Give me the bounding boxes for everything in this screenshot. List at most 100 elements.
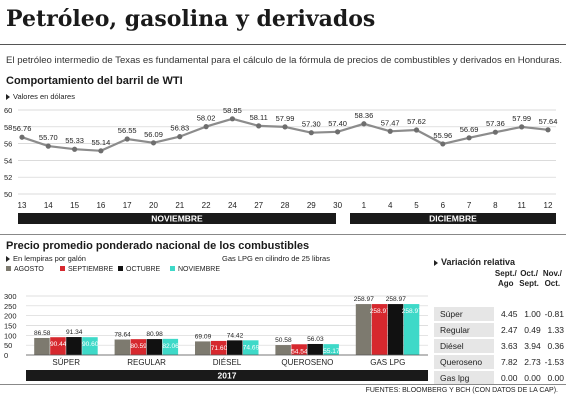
wti-xtick-label: 1 bbox=[362, 201, 367, 210]
wti-xtick-label: 4 bbox=[388, 201, 393, 210]
wti-data-point bbox=[361, 121, 367, 127]
wti-data-label: 57.36 bbox=[486, 119, 505, 128]
fuel-category-label: QUEROSENO bbox=[281, 358, 333, 367]
wti-xtick-label: 27 bbox=[254, 201, 263, 210]
fuel-bar-label: 258.97 bbox=[370, 308, 391, 315]
wti-xtick-label: 24 bbox=[228, 201, 237, 210]
wti-data-label: 58.95 bbox=[223, 106, 242, 115]
footer-divider bbox=[0, 384, 566, 385]
wti-data-point bbox=[45, 143, 51, 149]
variation-row: Súper 4.45 1.00 -0.81 bbox=[434, 307, 564, 321]
wti-xtick-label: 6 bbox=[441, 201, 446, 210]
wti-xtick-label: 16 bbox=[96, 201, 105, 210]
legend-swatch-noviembre bbox=[170, 266, 175, 271]
wti-data-label: 55.14 bbox=[92, 138, 111, 147]
fuel-ytick-label: 0 bbox=[4, 351, 8, 360]
wti-data-label: 57.64 bbox=[539, 117, 558, 126]
wti-data-label: 56.09 bbox=[144, 130, 163, 139]
page-subtitle: El petróleo intermedio de Texas es funda… bbox=[6, 55, 563, 66]
fuel-bar-label: 258.97 bbox=[386, 296, 407, 303]
fuel-unit-note: En lempiras por galón bbox=[6, 254, 86, 263]
legend-swatch-octubre bbox=[118, 266, 123, 271]
fuel-bar bbox=[82, 337, 98, 355]
variation-col-3: Nov./ Oct. bbox=[542, 269, 562, 288]
fuel-category-label: DIÉSEL bbox=[213, 358, 242, 367]
wti-xtick-label: 28 bbox=[281, 201, 290, 210]
wti-heading: Comportamiento del barril de WTI bbox=[6, 75, 183, 87]
wti-xtick-label: 22 bbox=[202, 201, 211, 210]
fuel-bar bbox=[307, 343, 323, 355]
wti-data-point bbox=[308, 130, 314, 136]
legend-label-noviembre: NOVIEMBRE bbox=[178, 266, 220, 273]
wti-data-point bbox=[124, 136, 130, 142]
wti-xtick-label: 5 bbox=[414, 201, 419, 210]
legend-label-septiembre: SEPTIEMBRE bbox=[68, 266, 113, 273]
variation-value: 0.00 bbox=[500, 373, 518, 383]
wti-unit-note: Valores en dólares bbox=[6, 92, 75, 101]
fuel-ytick-label: 100 bbox=[4, 331, 17, 340]
wti-data-point bbox=[203, 124, 209, 130]
legend-swatch-septiembre bbox=[60, 266, 65, 271]
wti-xtick-label: 21 bbox=[175, 201, 184, 210]
fuel-bar-label: 71.60 bbox=[211, 345, 228, 352]
month-band-december bbox=[350, 213, 556, 224]
fuel-bar bbox=[34, 337, 50, 355]
fuel-bar bbox=[387, 304, 404, 355]
fuel-bar bbox=[66, 337, 82, 355]
fuel-bar-label: 69.09 bbox=[195, 333, 212, 340]
wti-ytick-label: 50 bbox=[4, 190, 12, 199]
variation-value: 1.00 bbox=[524, 309, 541, 319]
fuel-ytick-label: 50 bbox=[4, 341, 12, 350]
fuel-bar-label: 258.97 bbox=[402, 308, 423, 315]
wti-data-label: 56.69 bbox=[460, 125, 479, 134]
variation-header-row: Sept./ Ago Oct./ Sept. Nov./ Oct. bbox=[434, 253, 564, 307]
wti-data-label: 56.83 bbox=[170, 124, 189, 133]
fuel-bar-label: 56.03 bbox=[307, 336, 324, 343]
variation-value: 0.00 bbox=[524, 373, 541, 383]
wti-ytick-label: 60 bbox=[4, 106, 12, 115]
variation-value: 7.82 bbox=[500, 357, 518, 367]
wti-data-label: 58.11 bbox=[250, 113, 268, 122]
fuel-bar-label: 82.06 bbox=[162, 343, 179, 350]
year-label: 2017 bbox=[218, 371, 237, 381]
year-band bbox=[26, 370, 428, 381]
wti-data-point bbox=[177, 134, 183, 140]
variation-row: Queroseno 7.82 2.73 -1.53 bbox=[434, 355, 564, 369]
fuel-bar bbox=[146, 339, 163, 355]
fuel-bar-label: 74.42 bbox=[227, 332, 244, 339]
title-divider bbox=[0, 44, 566, 45]
wti-data-label: 57.30 bbox=[302, 120, 321, 129]
variation-col-1: Sept./ Ago bbox=[494, 269, 517, 288]
wti-xtick-label: 13 bbox=[18, 201, 27, 210]
variation-value: 3.94 bbox=[524, 341, 541, 351]
triangle-icon bbox=[434, 259, 438, 266]
fuel-ytick-label: 300 bbox=[4, 292, 17, 301]
wti-xtick-label: 14 bbox=[44, 201, 53, 210]
fuel-bar-label: 78.64 bbox=[114, 332, 131, 339]
variation-value: -1.53 bbox=[544, 357, 564, 367]
fuel-bar bbox=[275, 345, 291, 355]
wti-data-point bbox=[413, 127, 420, 133]
variation-value: -0.81 bbox=[544, 309, 564, 319]
variation-value: 2.73 bbox=[524, 357, 541, 367]
variation-row: Regular 2.47 0.49 1.33 bbox=[434, 323, 564, 337]
fuel-ytick-label: 150 bbox=[4, 322, 17, 331]
fuel-bar bbox=[243, 340, 259, 355]
wti-data-label: 57.99 bbox=[276, 114, 295, 123]
wti-data-point bbox=[72, 146, 78, 152]
wti-data-point bbox=[335, 129, 341, 135]
wti-data-point bbox=[440, 141, 446, 147]
wti-data-point bbox=[466, 135, 472, 141]
fuel-category-label: REGULAR bbox=[127, 358, 166, 367]
legend-swatch-agosto bbox=[6, 266, 11, 271]
fuel-bar-label: 50.58 bbox=[275, 337, 292, 344]
variation-row-label: Diésel bbox=[434, 339, 495, 353]
variation-value: 4.45 bbox=[500, 309, 518, 319]
wti-xtick-label: 29 bbox=[307, 201, 316, 210]
wti-data-label: 57.47 bbox=[381, 118, 400, 127]
fuel-bar-label: 80.59 bbox=[130, 343, 147, 350]
variation-row-label: Regular bbox=[434, 323, 495, 337]
wti-data-label: 57.40 bbox=[328, 119, 347, 128]
wti-data-label: 55.96 bbox=[433, 131, 452, 140]
wti-xtick-label: 7 bbox=[467, 201, 472, 210]
